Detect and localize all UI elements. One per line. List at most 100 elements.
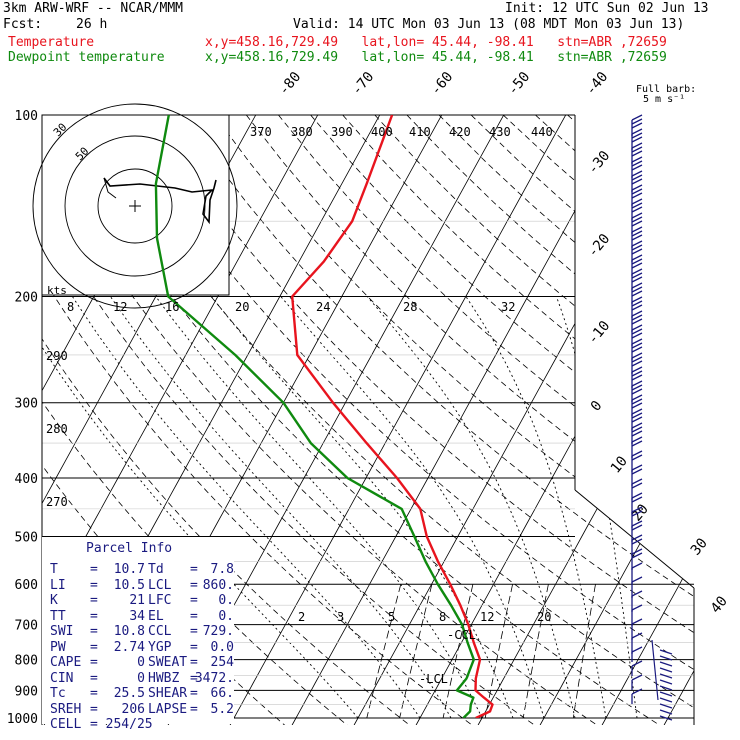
parcel-info-cell: EL: [148, 608, 164, 624]
fcst-value: 26 h: [76, 17, 108, 32]
wind-barb-flag: [631, 520, 643, 527]
isotherm-label: -80: [276, 69, 305, 99]
theta-label: 280: [46, 422, 68, 436]
theta-label: 370: [250, 125, 272, 139]
wind-barb-flag: [631, 202, 643, 209]
dry-adiabat-line: [438, 115, 694, 725]
isotherm-label: -30: [585, 148, 614, 178]
parcel-info-cell: 206: [121, 701, 145, 717]
pressure-tick-label: 300: [15, 397, 38, 412]
theta-label: 270: [46, 495, 68, 509]
mixing-ratio-label: 8: [439, 610, 446, 624]
dry-adiabat-line: [181, 115, 694, 725]
wind-barb-flag: [631, 506, 643, 513]
wind-barb-flag: [631, 398, 643, 405]
wind-barb-flag: [631, 216, 643, 223]
parcel-info-cell: 254: [210, 655, 234, 670]
isotherm-label: -50: [505, 69, 534, 99]
wind-barb-flag: [631, 510, 643, 517]
parcel-info-title: Parcel Info: [86, 541, 173, 556]
mixing-ratio-label: 3: [337, 610, 344, 624]
wind-barb-flag: [631, 342, 643, 349]
dry-adiabat-line: [470, 115, 694, 725]
wind-barb: [631, 674, 643, 690]
parcel-info-cell: CAPE: [50, 655, 82, 670]
parcel-info-cell: =: [190, 577, 198, 593]
surface-wind-barb: [659, 649, 673, 655]
surface-wind-barb: [659, 697, 673, 703]
theta-label: 410: [409, 125, 431, 139]
isotherm-line: [0, 115, 8, 731]
hodograph-tail: [103, 177, 117, 199]
isotherm-line: [723, 115, 740, 731]
mixing-ratio-label: 2: [298, 610, 305, 624]
parcel-info-cell: CCL: [148, 624, 172, 639]
wind-barb-flag: [631, 272, 643, 279]
wind-barb-flag: [631, 226, 643, 233]
parcel-info-cell: = 254/25: [90, 717, 153, 732]
isotherm-line: [350, 115, 691, 725]
hodograph-ring: [32, 103, 238, 309]
wind-barb-flag: [631, 492, 643, 499]
wind-barb-flag: [631, 240, 643, 247]
dry-adiabat-line: [310, 115, 694, 725]
wind-barb-flag: [631, 234, 643, 241]
parcel-info-cell: =: [90, 639, 98, 655]
wind-barb-flag: [631, 220, 643, 227]
pressure-tick-label: 100: [15, 109, 38, 124]
wind-barb-flag: [631, 436, 643, 443]
wind-barb-flag: [631, 618, 643, 625]
ccl-marker: -CCL: [447, 628, 476, 642]
pressure-tick-label: 900: [15, 684, 38, 699]
wind-barb-flag: [631, 178, 643, 185]
parcel-info-cell: =: [90, 670, 98, 686]
wind-barb: [631, 310, 643, 332]
isotherm-label: 10: [608, 453, 631, 476]
wind-barb-flag: [631, 118, 643, 125]
model-title: 3km ARW-WRF -- NCAR/MMM: [3, 1, 184, 16]
parcel-info-cell: 34: [129, 608, 145, 624]
parcel-info-cell: CIN: [50, 670, 74, 686]
mixing-ratio-line: [484, 584, 513, 719]
parcel-info-cell: YGP: [148, 639, 172, 655]
wind-barb-flag: [631, 388, 643, 395]
wind-barb-flag: [631, 164, 643, 171]
wind-barb-flag: [631, 338, 643, 345]
parcel-info-cell: =: [190, 624, 198, 639]
wind-barb-flag: [631, 136, 643, 143]
wind-barb-flag: [631, 128, 643, 135]
surface-wind-barb: [659, 661, 673, 667]
isotherm-line: [536, 115, 694, 725]
wind-barb-flag: [631, 276, 643, 283]
parcel-info-cell: =: [90, 593, 98, 608]
theta-label: 380: [291, 125, 313, 139]
surface-wind-barb: [659, 715, 673, 721]
isotherm-line: [288, 115, 629, 725]
pressure-tick-label: 400: [15, 472, 38, 487]
parcel-info-cell: LAPSE: [148, 701, 188, 717]
speed-tick-label: 32: [501, 300, 515, 314]
surface-wind-barb: [659, 709, 673, 715]
wind-barb-flag: [631, 206, 643, 213]
wind-barb-flag: [631, 464, 643, 471]
dry-adiabat-line: [567, 115, 694, 725]
parcel-info-cell: =: [190, 639, 198, 655]
wind-barb-flag: [631, 170, 643, 177]
wind-barb-flag: [631, 230, 643, 237]
parcel-info-cell: 0.0: [210, 639, 234, 655]
wind-barb-flag: [631, 590, 643, 597]
pressure-tick-label: 700: [15, 619, 38, 634]
wind-barb-flag: [631, 174, 643, 181]
wind-barb-flag: [631, 370, 643, 377]
dry-adiabat-line: [213, 115, 694, 725]
parcel-info-cell: Td: [148, 562, 164, 577]
wind-barb-flag: [631, 468, 643, 475]
wind-barb-flag: [631, 688, 643, 695]
dewpoint-location: x,y=458.16,729.49 lat,lon= 45.44, -98.41…: [205, 50, 667, 65]
wind-barb-flag: [631, 150, 643, 157]
wind-barb: [631, 646, 643, 662]
parcel-info-cell: 10.7: [113, 562, 145, 577]
init-time: Init: 12 UTC Sun 02 Jun 13: [505, 1, 709, 16]
parcel-info-cell: 10.5: [113, 577, 145, 593]
wind-barb-flag: [631, 660, 643, 667]
